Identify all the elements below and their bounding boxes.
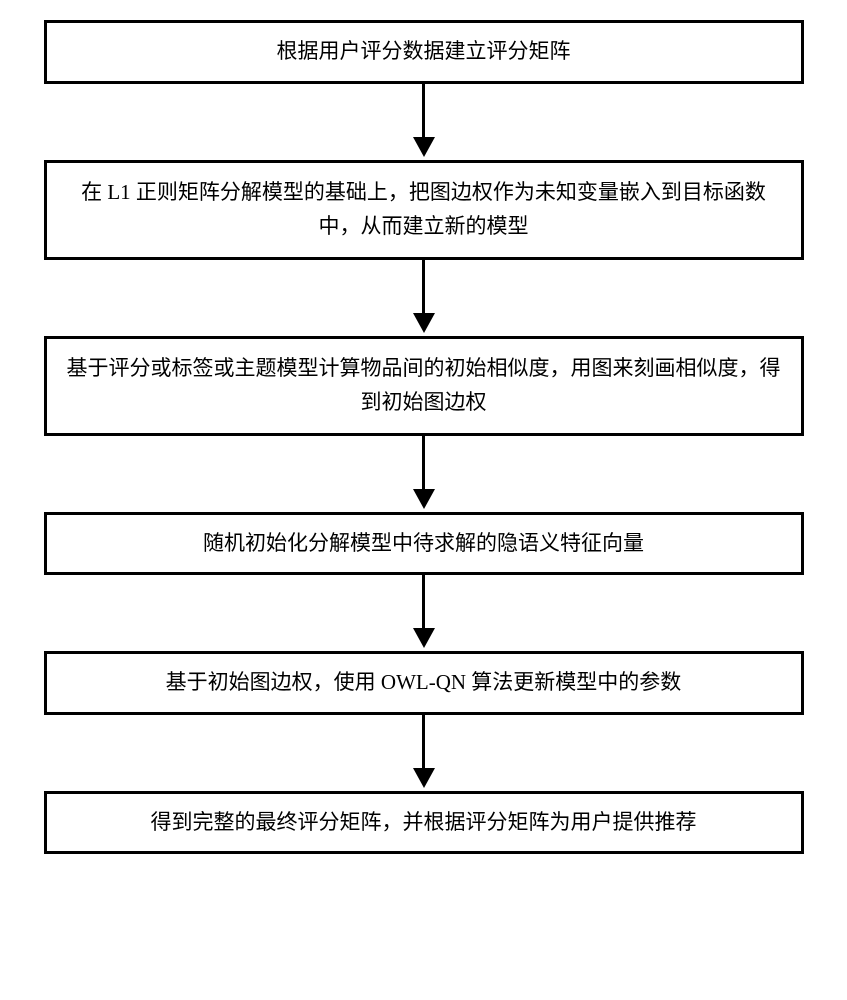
flowchart-container: 根据用户评分数据建立评分矩阵 在 L1 正则矩阵分解模型的基础上，把图边权作为未… <box>20 20 827 854</box>
step-text: 根据用户评分数据建立评分矩阵 <box>277 35 571 69</box>
step-box-3: 基于评分或标签或主题模型计算物品间的初始相似度，用图来刻画相似度，得到初始图边权 <box>44 336 804 436</box>
step-box-4: 随机初始化分解模型中待求解的隐语义特征向量 <box>44 512 804 576</box>
arrow-shaft <box>422 84 425 138</box>
arrow-head-icon <box>413 768 435 788</box>
arrow-3 <box>413 436 435 512</box>
arrow-head-icon <box>413 313 435 333</box>
step-text: 基于初始图边权，使用 OWL-QN 算法更新模型中的参数 <box>166 666 682 700</box>
arrow-5 <box>413 715 435 791</box>
arrow-shaft <box>422 575 425 629</box>
step-box-1: 根据用户评分数据建立评分矩阵 <box>44 20 804 84</box>
step-box-6: 得到完整的最终评分矩阵，并根据评分矩阵为用户提供推荐 <box>44 791 804 855</box>
step-text: 得到完整的最终评分矩阵，并根据评分矩阵为用户提供推荐 <box>151 806 697 840</box>
step-text: 随机初始化分解模型中待求解的隐语义特征向量 <box>203 527 644 561</box>
step-box-5: 基于初始图边权，使用 OWL-QN 算法更新模型中的参数 <box>44 651 804 715</box>
step-box-2: 在 L1 正则矩阵分解模型的基础上，把图边权作为未知变量嵌入到目标函数中，从而建… <box>44 160 804 260</box>
arrow-2 <box>413 260 435 336</box>
arrow-head-icon <box>413 137 435 157</box>
arrow-shaft <box>422 715 425 769</box>
step-text: 在 L1 正则矩阵分解模型的基础上，把图边权作为未知变量嵌入到目标函数中，从而建… <box>67 176 781 243</box>
arrow-head-icon <box>413 489 435 509</box>
step-text: 基于评分或标签或主题模型计算物品间的初始相似度，用图来刻画相似度，得到初始图边权 <box>67 352 781 419</box>
arrow-1 <box>413 84 435 160</box>
arrow-shaft <box>422 436 425 490</box>
arrow-head-icon <box>413 628 435 648</box>
arrow-shaft <box>422 260 425 314</box>
arrow-4 <box>413 575 435 651</box>
